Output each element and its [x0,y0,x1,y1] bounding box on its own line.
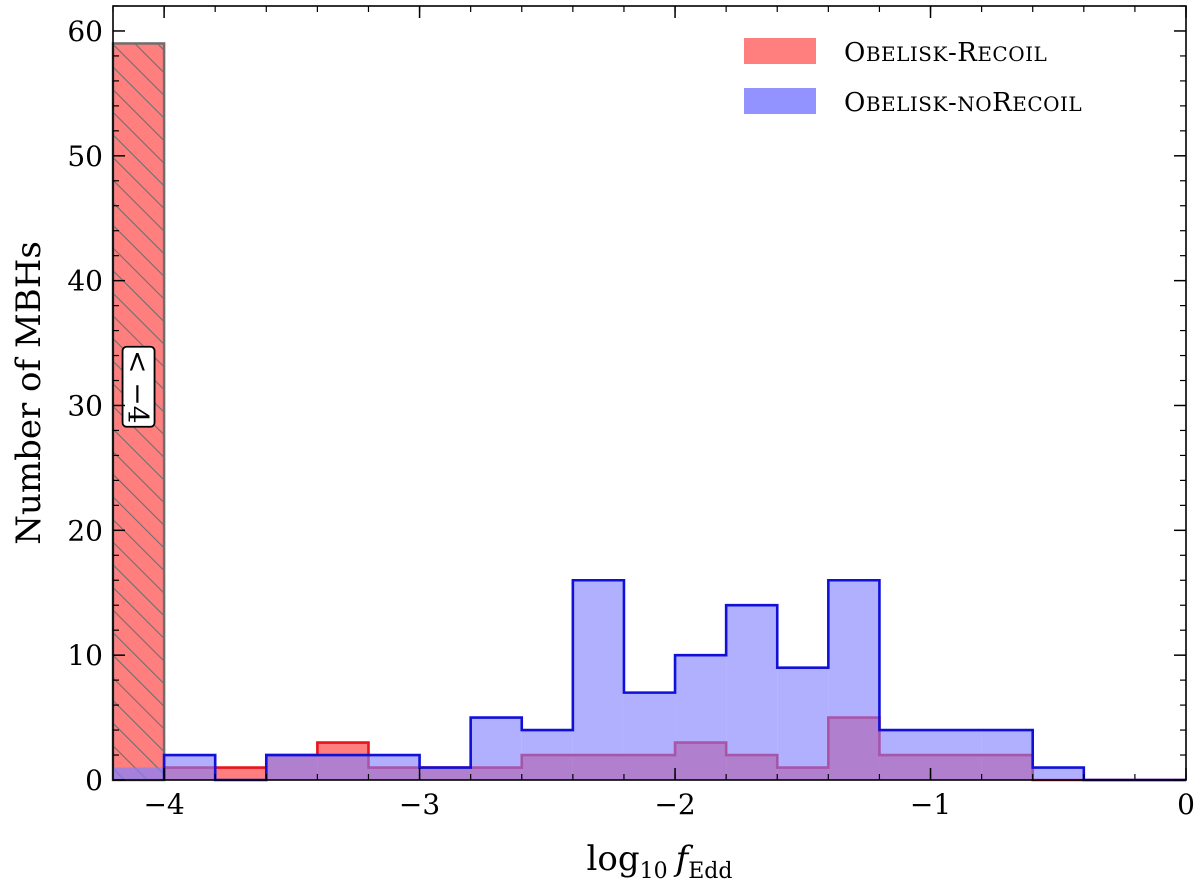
x-tick-label: 0 [1177,788,1195,821]
y-axis-label: Number of MBHs [9,241,49,545]
underflow-annotation: < −4 [121,345,156,428]
x-axis-label: log10 fEdd [587,839,733,884]
legend-swatch-2 [744,88,816,114]
x-tick-label: −1 [910,788,951,821]
bar-2-17 [1032,767,1084,780]
legend: OBELISK-RECOIL OBELISK-NORECOIL [744,38,1082,118]
bar-2-12 [777,667,829,780]
bar-2-13 [828,580,880,780]
plot-frame [112,5,1187,781]
y-tick-label: 60 [67,15,103,48]
x-tick-label: −4 [143,788,184,821]
y-tick-label: 20 [67,514,103,547]
bar-2-0 [164,755,216,780]
bar-2-10 [675,655,727,780]
bar-2-15 [930,730,982,780]
bar-2-8 [572,580,624,780]
y-tick-label: 40 [67,265,103,298]
bar-2-6 [470,717,522,780]
underflow-annotation-text: < −4 [122,350,155,424]
x-axis-label-sub: 10 [640,859,668,884]
y-tick-label: 30 [67,389,103,422]
axis-ticks: −4 −3 −2 −1 0 0 10 20 30 40 50 60 [67,5,1195,821]
legend-label-1: OBELISK-RECOIL [844,38,1047,68]
bar-2-9 [623,692,676,780]
bar-2-3 [317,755,369,780]
series-1 [111,42,1186,782]
bar-2-5 [419,767,471,780]
y-tick-label: 50 [67,140,103,173]
y-tick-label: 0 [85,764,103,797]
step-outline-2 [162,578,1186,782]
x-axis-label-log: log [587,839,640,879]
series-2 [113,578,1186,782]
bar-2-11 [726,605,778,780]
legend-swatch-1 [744,38,816,64]
x-axis-label-var-sub: Edd [688,859,732,884]
bar-2-2 [266,755,318,780]
legend-label-2: OBELISK-NORECOIL [844,88,1082,118]
bar-2-16 [981,730,1033,780]
x-tick-label: −3 [399,788,440,821]
y-tick-label: 10 [67,639,103,672]
y-axis-label-group: Number of MBHs [9,241,49,545]
underflow-bar-2 [113,767,165,780]
bar-2-4 [368,755,420,780]
underflow-annotation-box [121,345,156,428]
bar-1-1 [215,767,267,780]
bar-2-7 [521,730,573,780]
x-tick-label: −2 [654,788,695,821]
plot-area: < −4 [111,42,1186,782]
bar-2-14 [879,730,931,780]
